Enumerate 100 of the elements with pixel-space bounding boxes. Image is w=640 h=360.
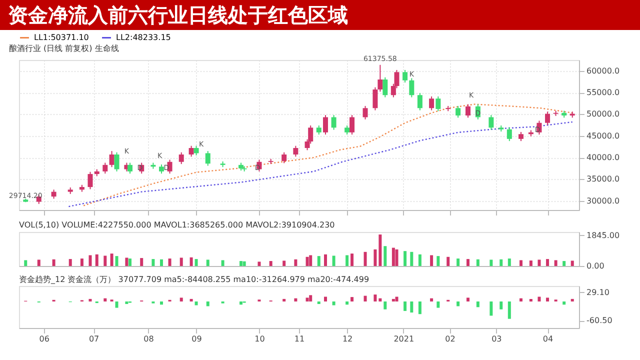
bar <box>529 260 532 266</box>
bar <box>546 259 550 266</box>
candlestick <box>51 189 56 200</box>
bar <box>160 301 163 305</box>
x-tick-label: 07 <box>88 334 100 344</box>
bar <box>317 301 320 304</box>
candlestick <box>402 69 408 84</box>
bar <box>418 254 422 266</box>
y-tick-label: -60.50 <box>586 316 612 326</box>
bar <box>500 301 503 310</box>
y-tick-label: 29.10 <box>586 288 610 297</box>
bar <box>570 298 574 302</box>
bar <box>538 296 541 302</box>
candlestick <box>518 131 524 142</box>
bar <box>317 256 320 266</box>
bar <box>242 261 246 266</box>
candlestick <box>350 114 355 136</box>
bar <box>324 254 328 266</box>
y-tick-label: 40000.0 <box>586 153 620 162</box>
legend-label: LL2:48233.15 <box>116 32 171 42</box>
bar <box>240 301 243 305</box>
legend-label: LL1:50371.10 <box>34 32 89 42</box>
x-tick-label: 03 <box>492 334 502 344</box>
bar <box>508 301 511 319</box>
y-tick-label: 1845.00 <box>586 230 620 240</box>
bar <box>104 256 107 266</box>
bar <box>294 259 298 266</box>
bar <box>282 260 286 266</box>
candlestick <box>545 111 550 126</box>
bar <box>562 261 566 266</box>
bar <box>392 298 395 302</box>
bar <box>430 298 434 302</box>
bar <box>180 298 183 302</box>
bar <box>346 255 349 266</box>
candlestick <box>488 114 494 130</box>
y-tick-label: 55000.0 <box>586 88 620 98</box>
bar <box>350 297 354 302</box>
bar <box>520 260 523 266</box>
bar <box>160 259 163 266</box>
bar <box>490 301 493 316</box>
bar <box>125 258 128 266</box>
bar <box>404 251 407 266</box>
bar <box>392 248 395 266</box>
bar <box>104 298 107 302</box>
bar <box>258 262 261 266</box>
bar <box>206 260 210 266</box>
bar <box>190 257 193 266</box>
bar <box>384 246 387 266</box>
bar <box>466 259 470 266</box>
bar <box>346 301 349 305</box>
bar <box>194 259 198 266</box>
x-tick-label: 12 <box>342 334 353 344</box>
bar <box>570 260 574 266</box>
candlestick <box>417 92 422 111</box>
line-series <box>68 121 573 208</box>
y-tick-label: 30000.0 <box>586 196 620 206</box>
candlestick <box>344 124 350 136</box>
bar <box>446 256 450 266</box>
bar <box>374 249 377 266</box>
bar <box>221 260 224 266</box>
bar <box>115 301 118 308</box>
bar <box>410 301 414 313</box>
bar <box>554 260 558 266</box>
bar <box>269 261 272 266</box>
candlestick <box>158 164 164 174</box>
bar <box>68 259 72 266</box>
bar <box>306 256 309 266</box>
bar <box>562 301 566 305</box>
bar <box>125 301 128 304</box>
bar <box>88 255 92 266</box>
bar <box>466 298 470 302</box>
bar <box>436 256 440 266</box>
candlestick <box>331 114 336 130</box>
bar <box>395 296 398 302</box>
bar <box>190 298 193 302</box>
y-tick-label: 50000.0 <box>586 110 620 119</box>
bar <box>418 301 422 314</box>
chart-title: 资金趋势_12 资金流（万） 37077.709 ma5:-84408.255 ma10:-31264.979 ma20:-474.499 <box>19 275 370 284</box>
bar <box>206 301 210 306</box>
candlestick <box>114 152 120 172</box>
candlestick <box>293 145 298 158</box>
bar <box>332 301 336 306</box>
bar <box>456 301 460 306</box>
bar <box>374 294 377 302</box>
bar <box>508 258 511 266</box>
bar <box>115 256 118 266</box>
x-tick-label: 11 <box>294 334 305 344</box>
candlestick <box>465 104 470 118</box>
candlestick <box>109 150 114 168</box>
bar <box>240 261 243 266</box>
x-tick-label: 09 <box>192 334 202 344</box>
bar <box>350 254 354 266</box>
x-tick-label: 2021 <box>394 334 414 344</box>
bar <box>152 259 155 266</box>
bar <box>378 234 382 266</box>
candlestick <box>102 162 108 174</box>
y-tick-label: 45000.0 <box>586 131 620 140</box>
x-tick-label: 10 <box>254 334 265 344</box>
chart-subtitle: 酿酒行业 (日线 前复权) 生命线 <box>8 44 119 53</box>
candlestick <box>316 124 322 136</box>
